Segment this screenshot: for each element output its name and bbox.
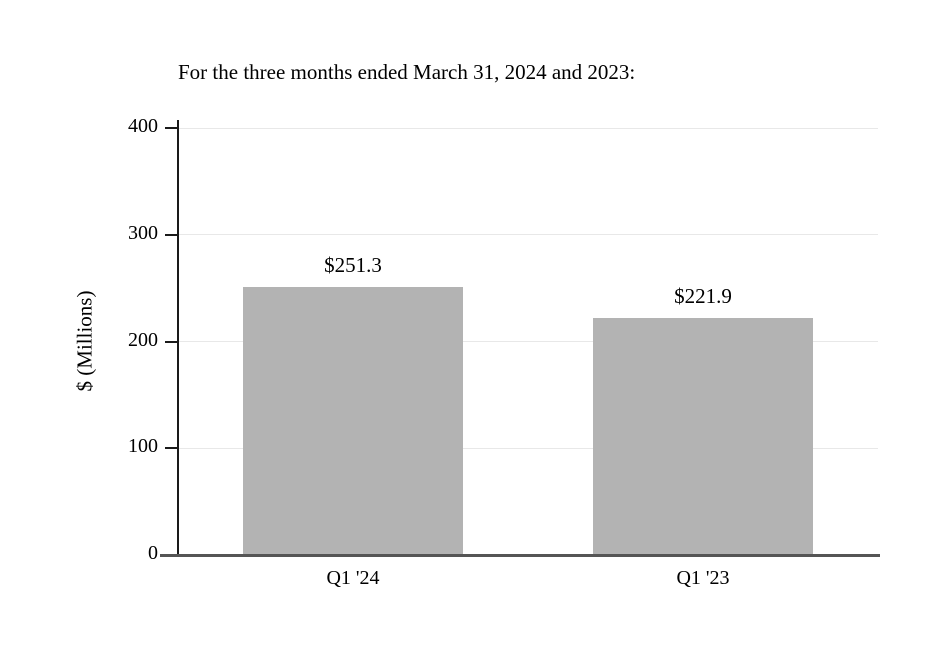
y-tick-label: 100 <box>128 435 158 458</box>
y-tick-mark <box>165 447 178 450</box>
y-tick-label: 200 <box>128 328 158 351</box>
gridline <box>178 447 878 449</box>
bar-value-label: $221.9 <box>674 284 732 309</box>
y-tick-mark <box>165 340 178 343</box>
gridline <box>178 341 878 342</box>
gridline <box>178 234 878 236</box>
x-tick-label: Q1 '24 <box>326 567 380 589</box>
gridline <box>178 127 878 129</box>
x-axis-line <box>160 554 880 557</box>
bar-q1-23 <box>593 318 813 555</box>
y-tick-label: 400 <box>128 115 158 137</box>
y-axis-title: $ (Millions) <box>72 290 97 392</box>
bar-value-label: $251.3 <box>324 252 382 277</box>
x-tick-label: Q1 '23 <box>676 567 730 589</box>
y-tick-mark <box>165 233 178 236</box>
y-tick-mark <box>165 127 178 129</box>
y-tick-label: 300 <box>128 221 158 244</box>
y-tick-label: 0 <box>148 542 158 564</box>
bar-q1-24 <box>243 286 463 555</box>
y-axis-line <box>177 120 179 555</box>
chart-title: For the three months ended March 31, 202… <box>178 60 636 84</box>
